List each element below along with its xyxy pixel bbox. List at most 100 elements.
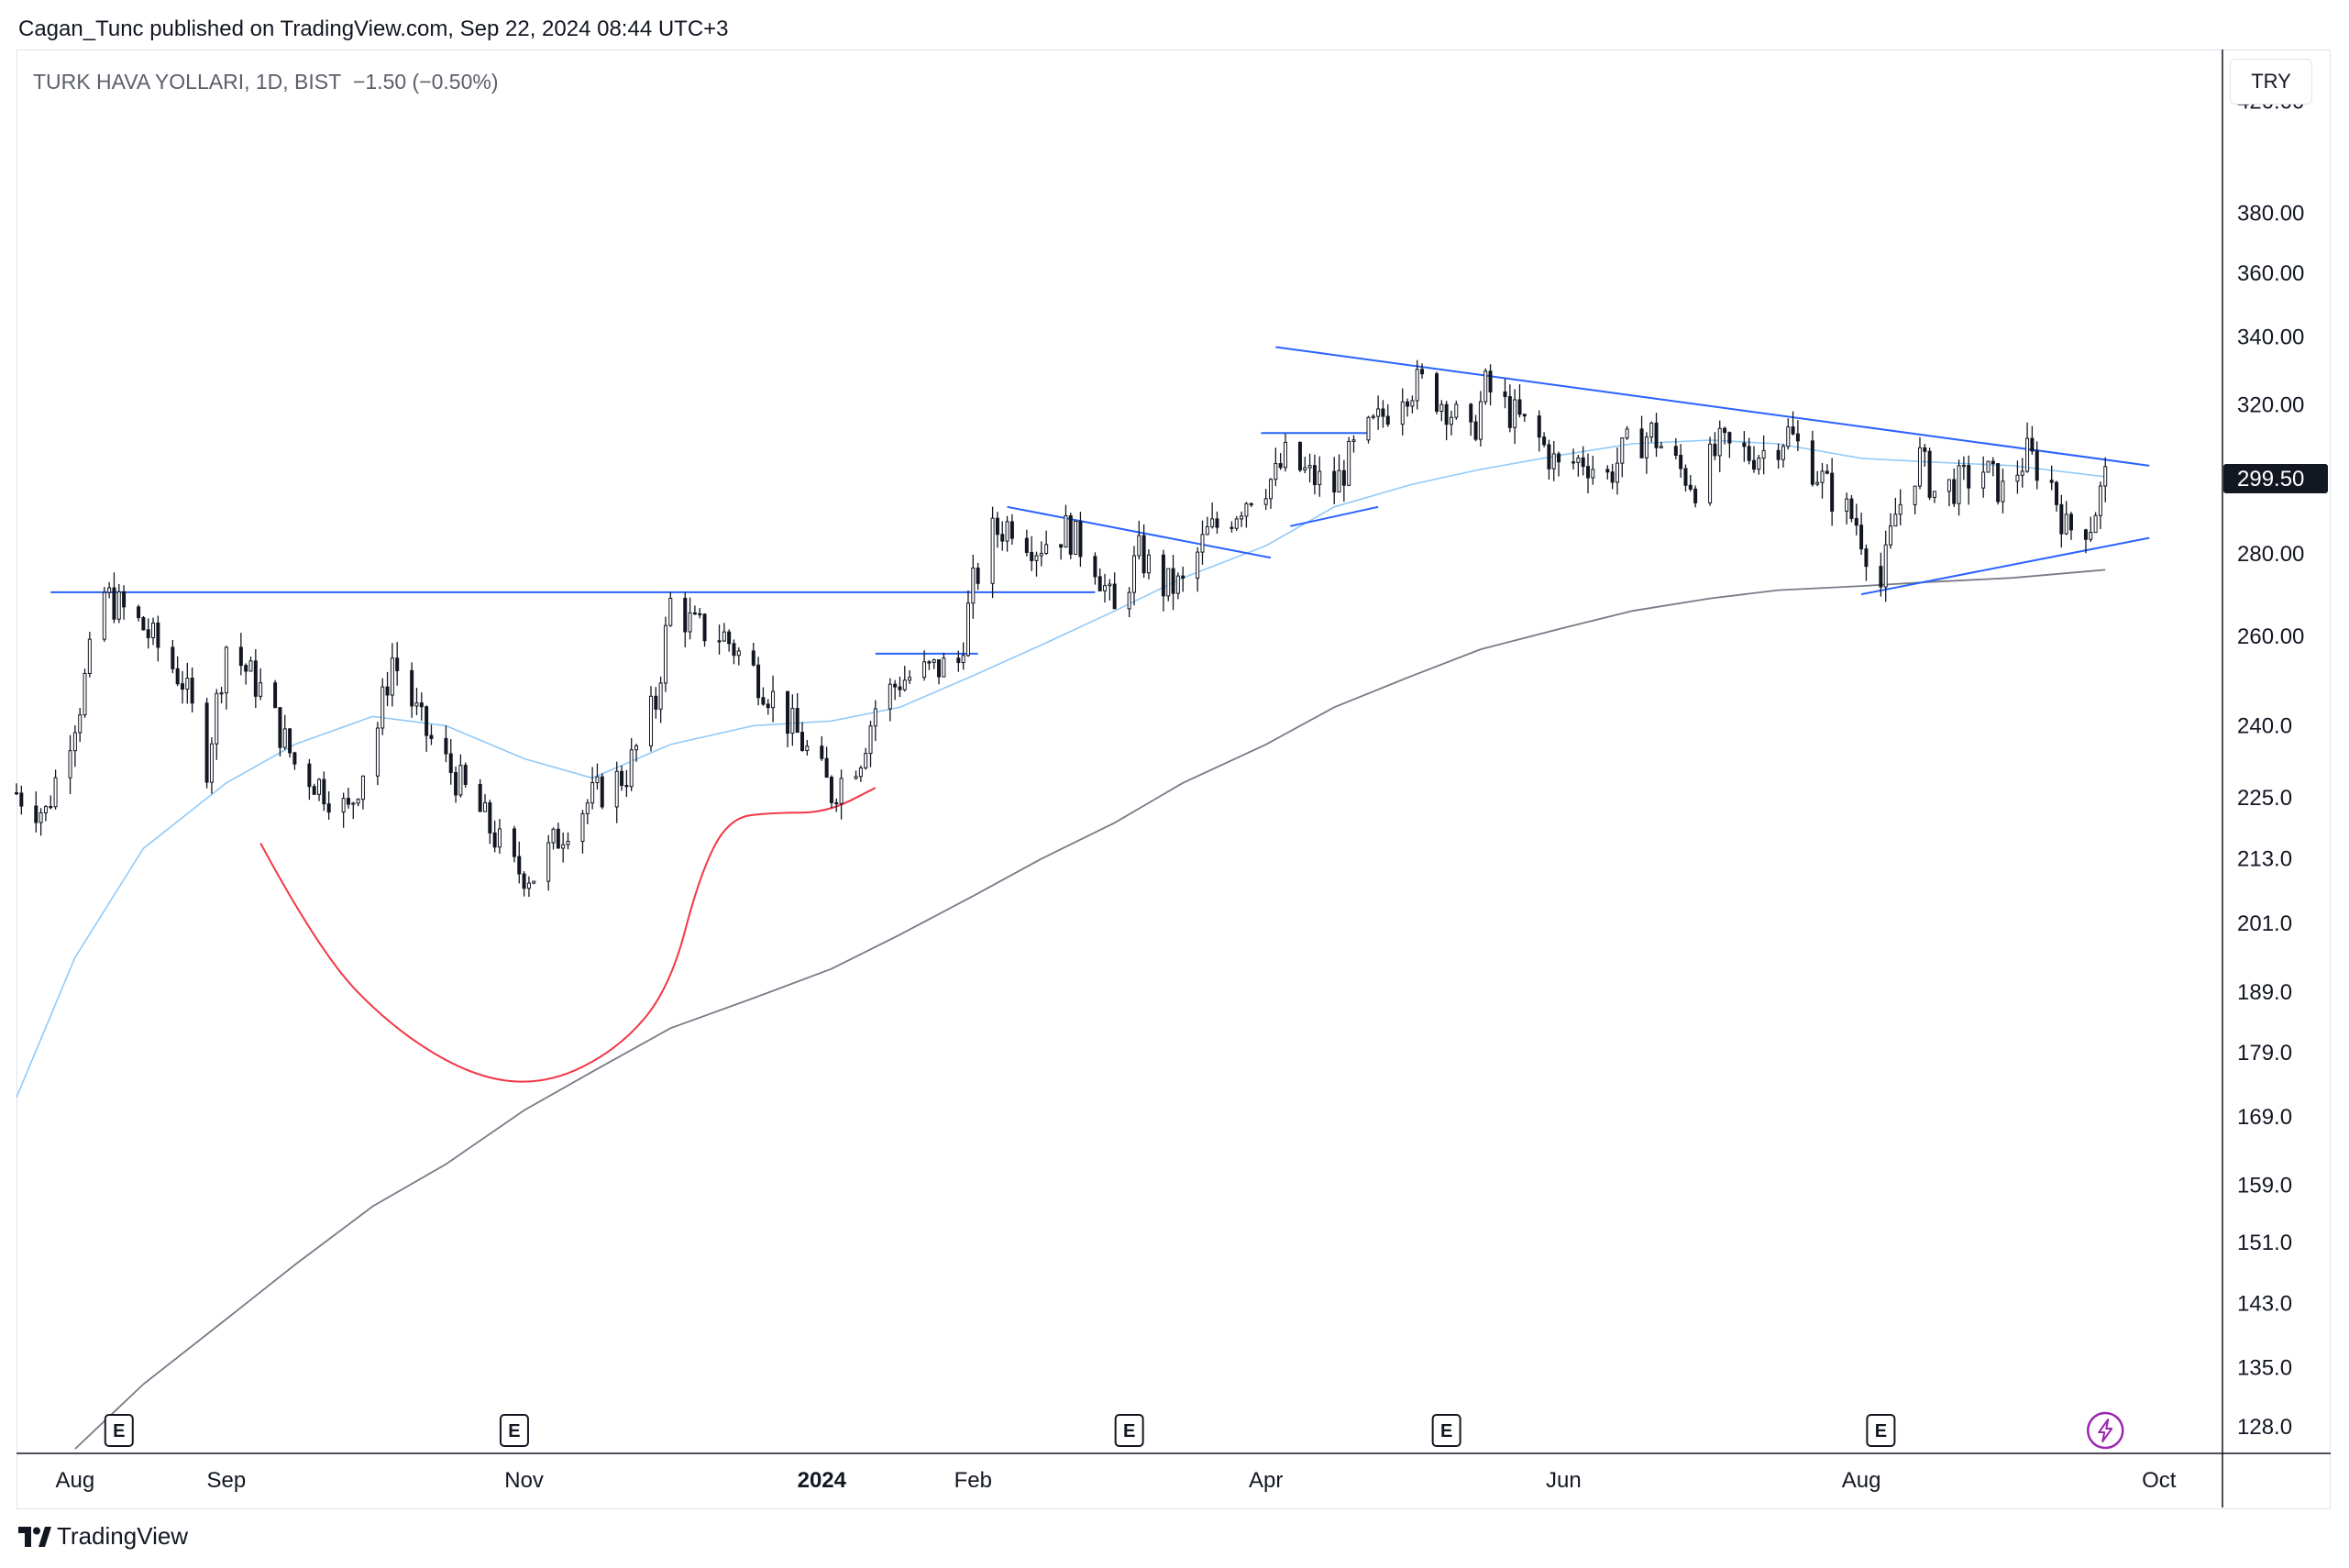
candle <box>112 572 116 624</box>
candle <box>1307 453 1312 483</box>
candle-body <box>1341 469 1346 486</box>
candle <box>1659 441 1663 449</box>
candle-body <box>1717 427 1722 457</box>
candle <box>414 688 419 715</box>
candle <box>1181 566 1186 592</box>
price-tick-label: 128.0 <box>2237 1415 2292 1440</box>
candle <box>2068 512 2073 540</box>
candle-body <box>317 778 322 795</box>
candle <box>53 769 58 810</box>
candle <box>663 616 667 692</box>
candle <box>990 506 995 599</box>
candle-body <box>1249 502 1253 505</box>
candle <box>1332 457 1337 504</box>
candle-body <box>546 842 551 882</box>
candle <box>1240 511 1244 527</box>
candle-body <box>1044 544 1049 554</box>
candle <box>1103 573 1108 603</box>
candle-body <box>786 690 790 734</box>
earnings-icon[interactable]: E <box>1866 1414 1896 1447</box>
candle-body <box>556 828 560 849</box>
tradingview-logo[interactable]: TradingView <box>18 1522 188 1551</box>
candle <box>908 670 912 684</box>
candle-body <box>1688 484 1693 490</box>
candle <box>1230 521 1234 533</box>
candle-body <box>522 873 526 889</box>
candle-body <box>1303 467 1307 471</box>
candle <box>868 721 873 767</box>
currency-button[interactable]: TRY <box>2230 59 2312 105</box>
candle <box>1820 463 1825 499</box>
candle-body <box>526 882 531 889</box>
candle-body <box>209 743 214 783</box>
candle-body <box>702 613 707 642</box>
candle-body <box>1849 498 1854 519</box>
candle <box>932 658 936 669</box>
earnings-icon[interactable]: E <box>104 1414 134 1447</box>
price-tick-label: 225.0 <box>2237 786 2292 811</box>
candle-body <box>663 624 667 684</box>
candle <box>1923 444 1927 467</box>
drawings <box>50 346 2150 1083</box>
candle <box>292 751 297 770</box>
candle-body <box>595 776 600 784</box>
candle-body <box>937 659 942 678</box>
candle-body <box>2064 513 2068 535</box>
candle <box>244 663 248 685</box>
candle-body <box>1108 583 1112 587</box>
candle <box>1024 529 1029 557</box>
candle <box>927 659 932 670</box>
candle-body <box>956 657 961 664</box>
candle-body <box>532 880 536 884</box>
candle <box>1893 497 1898 527</box>
tradingview-logo-icon <box>18 1526 51 1547</box>
cup-curve[interactable] <box>259 787 877 1083</box>
earnings-icon[interactable]: E <box>1431 1414 1461 1447</box>
candle-body <box>854 776 858 779</box>
earnings-icon-letter: E <box>1123 1421 1135 1441</box>
earnings-icon[interactable]: E <box>1114 1414 1144 1447</box>
candle-body <box>1215 518 1219 528</box>
candle-body <box>1234 518 1239 529</box>
candle <box>410 662 414 718</box>
earnings-icon-box <box>1431 1414 1461 1447</box>
moving-average-line <box>16 439 2106 1099</box>
candle <box>1141 524 1146 579</box>
candle <box>1351 435 1356 453</box>
candle <box>1410 395 1415 414</box>
candle-body <box>1727 432 1732 444</box>
time-axis[interactable]: Aug Sep Nov 2024 Feb Apr Jun Aug Oct <box>56 1468 2177 1493</box>
candle-body <box>1673 446 1678 457</box>
candle <box>463 762 468 789</box>
candle <box>1337 454 1341 493</box>
candle-body <box>1957 465 1961 504</box>
candle <box>634 743 639 762</box>
candle-body <box>1127 591 1131 610</box>
dividend-icon[interactable] <box>2086 1411 2124 1450</box>
candle <box>1513 389 1517 445</box>
candle <box>137 604 141 622</box>
candle <box>893 679 898 701</box>
trendline[interactable] <box>1860 536 2150 596</box>
candle-body <box>688 612 692 633</box>
candle-body <box>2089 532 2093 540</box>
candle <box>717 624 722 655</box>
lightning-icon <box>2098 1419 2113 1442</box>
price-axis[interactable]: 420.00380.00360.00340.00320.00300.00280.… <box>2223 90 2328 1441</box>
candle-body <box>1141 535 1146 574</box>
trendline[interactable] <box>1290 505 1379 527</box>
candle <box>209 737 214 794</box>
candle <box>995 512 999 548</box>
candle-body <box>68 750 72 778</box>
candle <box>185 662 190 704</box>
trendline[interactable] <box>1275 346 2150 467</box>
candle-body <box>102 591 106 640</box>
candle-body <box>732 643 736 657</box>
earnings-icon-letter: E <box>113 1421 125 1441</box>
earnings-icon[interactable]: E <box>499 1414 529 1447</box>
candle <box>1210 502 1215 529</box>
candle <box>34 791 39 833</box>
candle <box>1957 459 1961 516</box>
candle <box>1347 436 1351 487</box>
